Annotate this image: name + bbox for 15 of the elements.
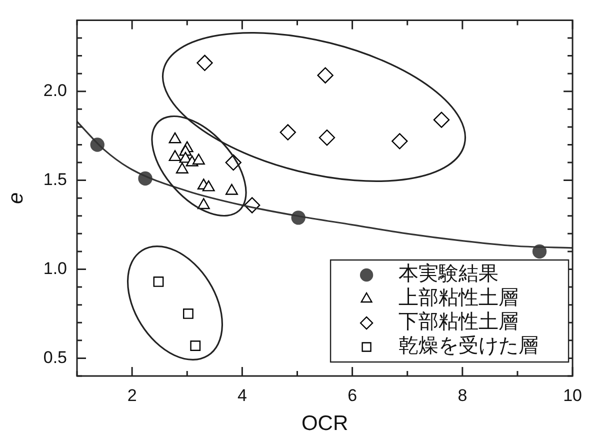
y-axis-title: e bbox=[4, 192, 28, 204]
x-tick-label: 8 bbox=[458, 386, 468, 405]
legend-label: 上部粘性土層 bbox=[398, 285, 519, 310]
y-tick-label: 1.5 bbox=[43, 170, 67, 189]
legend-label: 下部粘性土層 bbox=[398, 309, 519, 334]
y-tick-label: 2.0 bbox=[43, 81, 67, 100]
x-tick-label: 4 bbox=[237, 386, 247, 405]
legend-label: 乾燥を受けた層 bbox=[398, 333, 539, 358]
x-tick-label: 10 bbox=[563, 386, 582, 405]
x-tick-label: 6 bbox=[348, 386, 358, 405]
y-tick-label: 1.0 bbox=[43, 258, 67, 278]
legend-label: 本実験結果 bbox=[398, 261, 499, 286]
y-tick-label: 0.5 bbox=[43, 348, 67, 367]
x-axis-title: OCR bbox=[301, 412, 348, 436]
x-tick-label: 2 bbox=[127, 386, 137, 405]
